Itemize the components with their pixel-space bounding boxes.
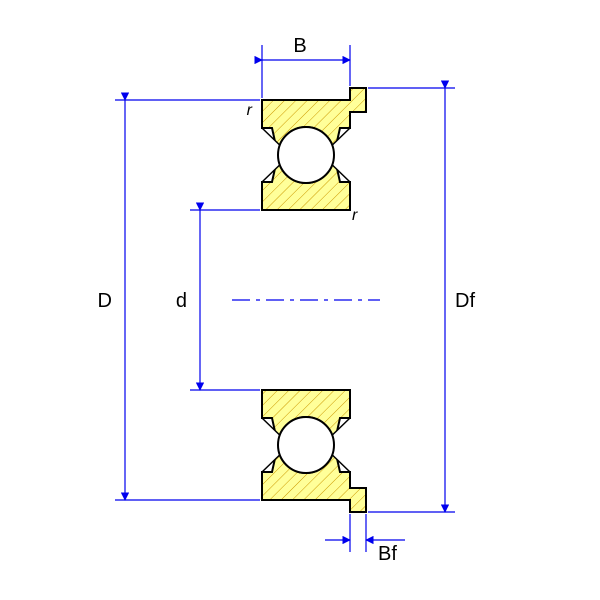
- ball-lower: [278, 417, 334, 473]
- label-r-upper: r: [247, 102, 253, 119]
- label-D: D: [98, 290, 112, 312]
- dimension-Df: Df: [368, 88, 475, 512]
- dimension-Bf: Bf: [325, 514, 405, 565]
- label-Df: Df: [455, 290, 475, 312]
- bearing-cross-section-diagram: B D d Df Bf r r: [0, 0, 600, 600]
- label-r-lower: r: [352, 207, 358, 224]
- label-d: d: [176, 290, 187, 312]
- label-B: B: [293, 35, 306, 57]
- ball-upper: [278, 127, 334, 183]
- upper-cross-section: [262, 88, 366, 210]
- label-Bf: Bf: [378, 543, 397, 565]
- lower-cross-section: [262, 390, 366, 512]
- dimension-B: B: [262, 35, 350, 98]
